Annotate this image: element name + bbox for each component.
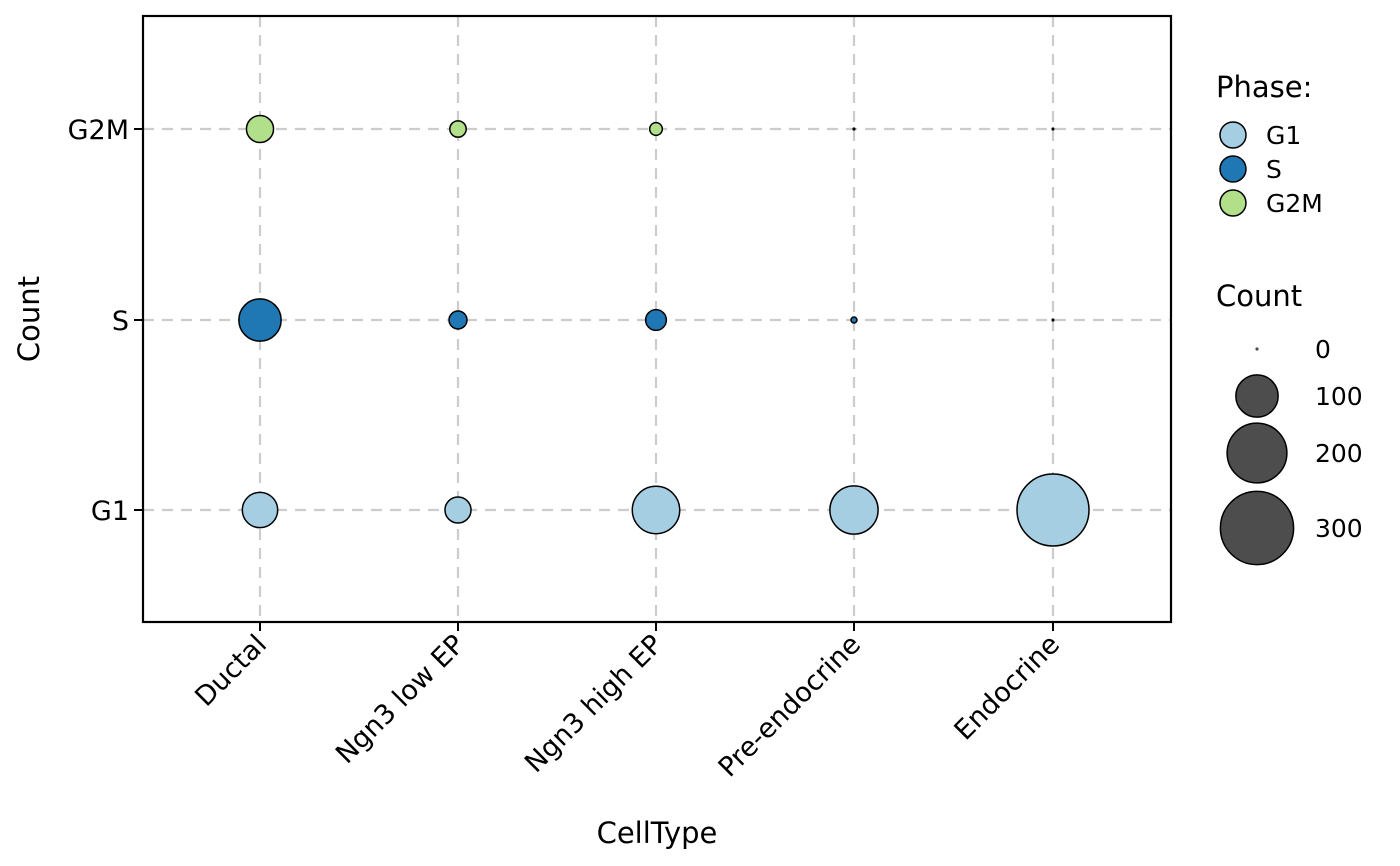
bubble-g1-1: [444, 496, 472, 524]
x-axis-ticks: Ductal Ngn3 low EP Ngn3 high EP Pre-endocri…: [189, 622, 1066, 783]
count-legend-label: 200: [1315, 439, 1363, 468]
x-tick-label: Pre-endocrine: [713, 629, 867, 783]
count-legend-label: 100: [1315, 382, 1363, 411]
count-legend-label: 0: [1315, 335, 1331, 364]
x-tick-label: Ngn3 high EP: [519, 629, 669, 779]
count-legend: Count 0 100 200 300: [1216, 279, 1363, 566]
bubble-g2m-2: [648, 121, 664, 137]
count-legend-label: 300: [1315, 514, 1363, 543]
count-legend-key: [1255, 347, 1259, 351]
phase-legend-label: S: [1266, 155, 1282, 184]
bubble-g2m-0: [245, 114, 275, 144]
bubble-g1-4: [1016, 473, 1090, 547]
bubble-s-1: [448, 310, 468, 330]
count-legend-key: [1226, 422, 1288, 484]
x-tick-label: Ngn3 low EP: [330, 629, 471, 770]
count-legend-key: [1219, 490, 1295, 566]
bubble-s-0: [238, 298, 282, 342]
bubble-g2m-4: [1051, 127, 1055, 131]
phase-legend-label: G1: [1266, 121, 1301, 150]
count-legend-key: [1235, 374, 1279, 418]
phase-legend: Phase: G1 S G2M: [1216, 70, 1323, 218]
x-tick-label: Endocrine: [949, 629, 1066, 746]
bubble-g1-3: [829, 485, 879, 535]
y-axis-ticks: G1 S G2M: [68, 115, 143, 527]
phase-legend-label: G2M: [1266, 189, 1323, 218]
y-tick-label: S: [112, 306, 129, 337]
x-tick-label: Ductal: [189, 629, 273, 713]
bubble-g1-0: [241, 491, 279, 529]
bubble-s-3: [850, 316, 858, 324]
bubbles: [238, 114, 1090, 547]
y-tick-label: G2M: [68, 115, 129, 146]
y-tick-label: G1: [91, 496, 129, 527]
bubble-s-2: [644, 308, 668, 332]
phase-legend-title: Phase:: [1216, 70, 1312, 104]
bubble-g2m-3: [852, 127, 856, 131]
bubble-s-4: [1051, 318, 1055, 322]
bubble-g2m-1: [449, 120, 467, 138]
phase-legend-key-g2m: [1219, 189, 1247, 217]
x-axis-title: CellType: [597, 816, 718, 850]
y-axis-title: Count: [12, 276, 46, 362]
count-legend-title: Count: [1216, 279, 1302, 313]
phase-legend-key-g1: [1219, 121, 1247, 149]
phase-legend-key-s: [1219, 155, 1247, 183]
bubble-g1-2: [631, 485, 681, 535]
